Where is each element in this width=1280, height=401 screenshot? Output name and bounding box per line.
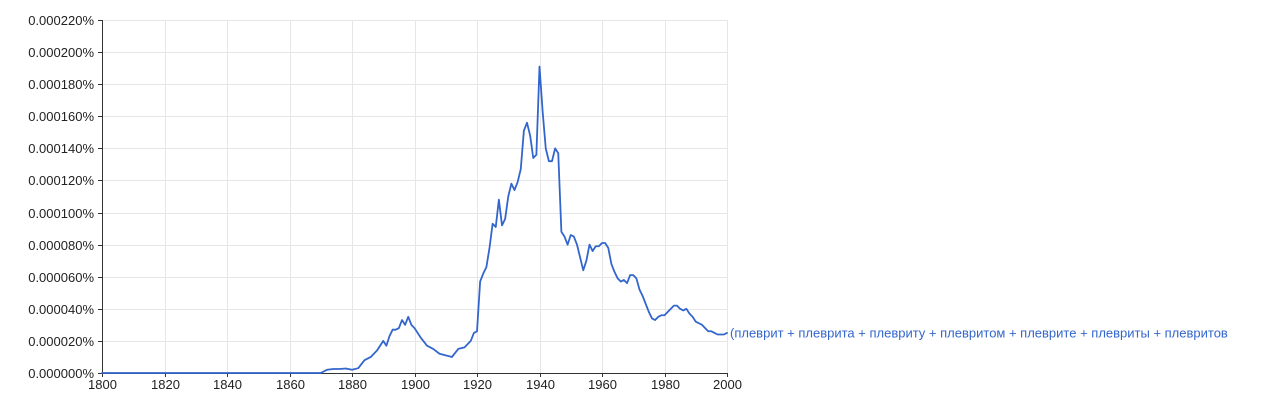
x-tick-label: 1980 [651,377,680,392]
y-tick-label: 0.000220% [28,13,94,28]
y-tick-label: 0.000060% [28,270,94,285]
y-tick-label: 0.000160% [28,109,94,124]
y-tick-label: 0.000020% [28,334,94,349]
series-label[interactable]: (плеврит + плеврита + плевриту + плеврит… [730,325,1228,340]
x-tick-label: 1900 [401,377,430,392]
x-tick-label: 1920 [463,377,492,392]
y-tick-label: 0.000180% [28,77,94,92]
x-tick-label: 1820 [151,377,180,392]
y-tick-label: 0.000120% [28,173,94,188]
y-tick-label: 0.000100% [28,206,94,221]
x-tick-label: 1940 [526,377,555,392]
grid [102,20,728,373]
y-tick-label: 0.000080% [28,238,94,253]
x-tick-label: 1860 [276,377,305,392]
series-line-0[interactable] [101,65,728,374]
y-tick-label: 0.000200% [28,45,94,60]
tick-labels: 1800 1820 1840 1860 1880 1900 1920 1940 1960 1980… [28,13,742,392]
y-tick-label: 0.000140% [28,141,94,156]
x-tick-label: 1960 [588,377,617,392]
axes [98,20,728,377]
x-tick-label: 1880 [338,377,367,392]
series-lines: (плеврит + плеврита + плевриту + плеврит… [101,65,1228,374]
x-tick-label: 1840 [213,377,242,392]
y-tick-label: 0.000040% [28,302,94,317]
x-tick-label: 2000 [713,377,742,392]
y-tick-label: 0.000000% [28,366,94,381]
x-tick-label: 1800 [88,377,117,392]
